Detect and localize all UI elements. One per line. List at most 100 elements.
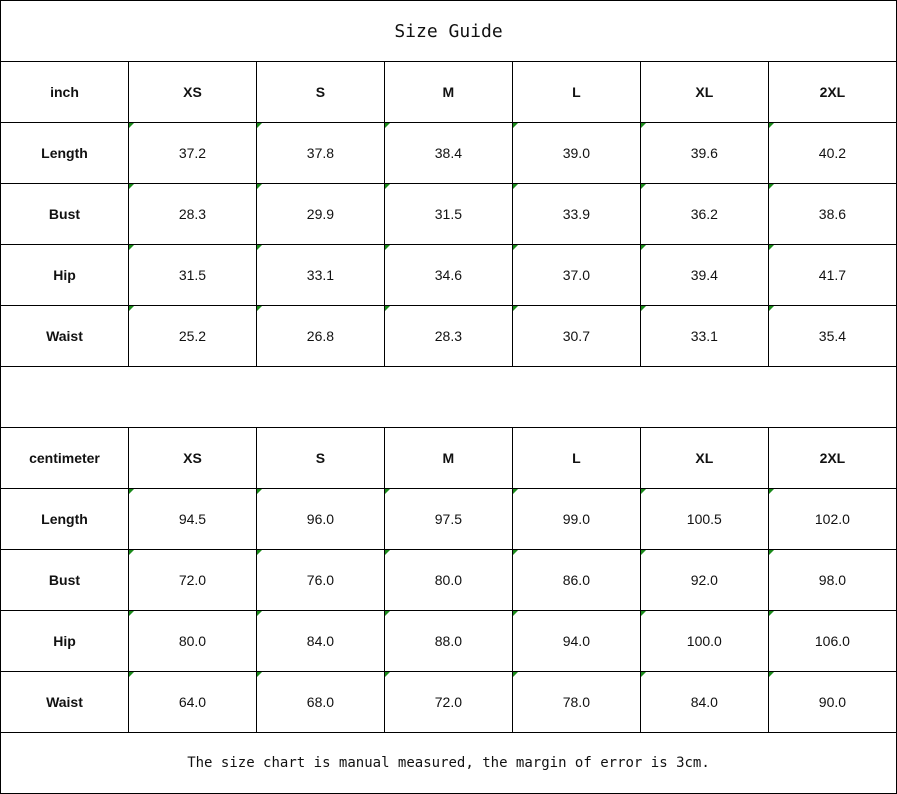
cell-marker-icon bbox=[512, 184, 518, 189]
value-cell-text: 26.8 bbox=[306, 328, 335, 344]
value-cell-text: 28.3 bbox=[178, 206, 207, 222]
row-label-text: Bust bbox=[48, 206, 81, 222]
cell-marker-icon bbox=[256, 245, 262, 250]
value-cell: 28.3 bbox=[127, 183, 257, 245]
value-cell: 76.0 bbox=[255, 549, 385, 611]
size-header-text: XS bbox=[183, 450, 202, 466]
cell-marker-icon bbox=[128, 489, 134, 494]
value-cell: 33.1 bbox=[255, 244, 385, 306]
value-cell-text: 38.4 bbox=[434, 145, 463, 161]
cell-marker-icon bbox=[512, 672, 518, 677]
size-header-text: M bbox=[442, 84, 455, 100]
row-label-text: Hip bbox=[53, 267, 76, 283]
value-cell-text: 92.0 bbox=[690, 572, 718, 588]
size-header: S bbox=[255, 427, 385, 489]
value-cell: 68.0 bbox=[255, 671, 385, 733]
value-cell-text: 35.4 bbox=[818, 328, 847, 344]
value-cell-text: 40.2 bbox=[818, 145, 847, 161]
value-cell: 64.0 bbox=[127, 671, 257, 733]
row-label: Waist bbox=[0, 305, 129, 367]
row-label: Bust bbox=[0, 549, 129, 611]
value-cell: 38.6 bbox=[767, 183, 897, 245]
value-cell-text: 68.0 bbox=[306, 694, 335, 710]
value-cell: 97.5 bbox=[383, 488, 513, 550]
size-header-text: L bbox=[572, 84, 581, 100]
size-header-text: S bbox=[315, 84, 326, 100]
value-cell: 96.0 bbox=[255, 488, 385, 550]
size-header: M bbox=[383, 61, 513, 123]
value-cell: 31.5 bbox=[383, 183, 513, 245]
cell-marker-icon bbox=[768, 245, 774, 250]
value-cell: 36.2 bbox=[639, 183, 769, 245]
value-cell-text: 33.1 bbox=[690, 328, 718, 344]
value-cell-text: 94.0 bbox=[562, 633, 590, 649]
size-header-text: L bbox=[572, 450, 581, 466]
value-cell-text: 30.7 bbox=[562, 328, 590, 344]
cell-marker-icon bbox=[640, 611, 646, 616]
value-cell-text: 86.0 bbox=[562, 572, 590, 588]
cell-marker-icon bbox=[384, 245, 390, 250]
cell-marker-icon bbox=[384, 123, 390, 128]
value-cell: 100.0 bbox=[639, 610, 769, 672]
value-cell-text: 64.0 bbox=[178, 694, 207, 710]
value-cell: 72.0 bbox=[383, 671, 513, 733]
value-cell: 99.0 bbox=[511, 488, 641, 550]
cell-marker-icon bbox=[640, 123, 646, 128]
value-cell-text: 72.0 bbox=[178, 572, 207, 588]
value-cell-text: 39.0 bbox=[562, 145, 590, 161]
measurement-note-text: The size chart is manual measured, the m… bbox=[187, 755, 710, 771]
spacer-row bbox=[0, 366, 897, 428]
value-cell-text: 98.0 bbox=[818, 572, 847, 588]
size-header: S bbox=[255, 61, 385, 123]
value-cell: 31.5 bbox=[127, 244, 257, 306]
size-header: XL bbox=[639, 61, 769, 123]
row-label: Hip bbox=[0, 610, 129, 672]
size-header-text: XL bbox=[695, 84, 714, 100]
cell-marker-icon bbox=[768, 550, 774, 555]
unit-header: inch bbox=[0, 61, 129, 123]
value-cell: 33.9 bbox=[511, 183, 641, 245]
cell-marker-icon bbox=[640, 306, 646, 311]
value-cell: 88.0 bbox=[383, 610, 513, 672]
size-header: L bbox=[511, 61, 641, 123]
cell-marker-icon bbox=[128, 306, 134, 311]
cell-marker-icon bbox=[128, 245, 134, 250]
cell-marker-icon bbox=[128, 123, 134, 128]
cell-marker-icon bbox=[512, 245, 518, 250]
value-cell-text: 25.2 bbox=[178, 328, 207, 344]
value-cell: 38.4 bbox=[383, 122, 513, 184]
value-cell: 80.0 bbox=[127, 610, 257, 672]
value-cell-text: 33.9 bbox=[562, 206, 590, 222]
value-cell: 98.0 bbox=[767, 549, 897, 611]
cell-marker-icon bbox=[128, 672, 134, 677]
size-header-text: XL bbox=[695, 450, 714, 466]
value-cell: 28.3 bbox=[383, 305, 513, 367]
header-row: inch XS S M L XL 2XL bbox=[0, 61, 897, 123]
cell-marker-icon bbox=[384, 489, 390, 494]
cell-marker-icon bbox=[640, 184, 646, 189]
cell-marker-icon bbox=[768, 489, 774, 494]
unit-header-text: centimeter bbox=[29, 450, 100, 466]
cell-marker-icon bbox=[256, 611, 262, 616]
cell-marker-icon bbox=[384, 306, 390, 311]
value-cell: 92.0 bbox=[639, 549, 769, 611]
value-cell-text: 31.5 bbox=[178, 267, 207, 283]
row-label-text: Waist bbox=[46, 328, 83, 344]
table-row: Bust 28.3 29.9 31.5 33.9 36.2 38.6 bbox=[0, 183, 897, 245]
cell-marker-icon bbox=[768, 306, 774, 311]
cell-marker-icon bbox=[640, 245, 646, 250]
row-label: Waist bbox=[0, 671, 129, 733]
cell-marker-icon bbox=[256, 672, 262, 677]
size-header: XL bbox=[639, 427, 769, 489]
value-cell-text: 84.0 bbox=[306, 633, 335, 649]
value-cell: 84.0 bbox=[255, 610, 385, 672]
title-row: Size Guide bbox=[0, 0, 897, 62]
spacer-cell bbox=[0, 366, 897, 428]
cell-marker-icon bbox=[512, 489, 518, 494]
value-cell-text: 36.2 bbox=[690, 206, 718, 222]
value-cell: 30.7 bbox=[511, 305, 641, 367]
value-cell-text: 31.5 bbox=[434, 206, 463, 222]
cell-marker-icon bbox=[768, 611, 774, 616]
cell-marker-icon bbox=[640, 489, 646, 494]
